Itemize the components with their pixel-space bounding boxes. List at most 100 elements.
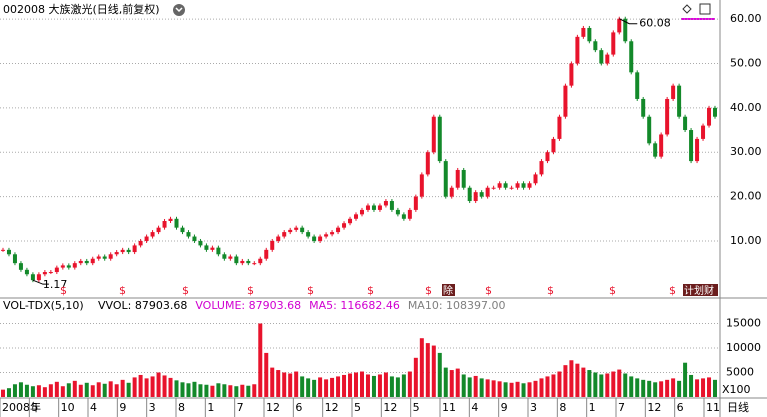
volume-bar bbox=[377, 374, 382, 397]
volume-bar bbox=[342, 374, 347, 397]
volume-bar bbox=[48, 384, 53, 397]
event-box bbox=[442, 284, 455, 296]
x-tick-label: 5 bbox=[31, 401, 38, 414]
volume-bar bbox=[354, 372, 359, 397]
candle bbox=[479, 192, 484, 197]
volume-bar bbox=[210, 385, 215, 397]
volume-bar bbox=[66, 383, 71, 397]
volume-bar bbox=[413, 357, 418, 397]
volume-bar bbox=[383, 372, 388, 397]
volume-bar bbox=[222, 384, 227, 397]
candle bbox=[593, 41, 598, 51]
candle bbox=[60, 265, 65, 268]
legend-item: VOLUME: 87903.68 bbox=[195, 299, 301, 312]
candle bbox=[102, 256, 107, 259]
candle bbox=[348, 218, 353, 224]
volume-bar bbox=[635, 378, 640, 397]
candle bbox=[677, 85, 682, 117]
volume-bar bbox=[204, 384, 209, 397]
volume-bar bbox=[168, 377, 173, 397]
candle bbox=[695, 138, 700, 162]
diamond-icon[interactable] bbox=[682, 4, 692, 14]
candle bbox=[659, 134, 664, 157]
volume-bar bbox=[557, 371, 562, 397]
candle bbox=[491, 187, 496, 189]
candle bbox=[389, 201, 394, 210]
candle bbox=[653, 143, 658, 157]
candle bbox=[617, 18, 622, 33]
candle bbox=[126, 249, 131, 253]
volume-bar bbox=[72, 380, 77, 397]
volume-bar bbox=[228, 385, 233, 397]
candle bbox=[90, 258, 95, 264]
volume-bar bbox=[701, 378, 706, 397]
event-marker: $ bbox=[485, 284, 492, 297]
candle bbox=[461, 169, 466, 188]
event-marker: $ bbox=[119, 284, 126, 297]
volume-bar bbox=[437, 352, 442, 397]
volume-bar bbox=[713, 379, 718, 397]
candle bbox=[377, 205, 382, 210]
candle bbox=[563, 85, 568, 117]
x-tick-label: 1 bbox=[207, 401, 214, 414]
volume-bar bbox=[78, 384, 83, 397]
volume-bar bbox=[240, 384, 245, 397]
chart-title: 002008 大族激光(日线,前复权) bbox=[3, 2, 160, 16]
candle bbox=[96, 256, 101, 259]
volume-bar bbox=[455, 368, 460, 397]
volume-bar bbox=[707, 377, 712, 397]
event-marker: $ bbox=[182, 284, 189, 297]
volume-bar bbox=[270, 367, 275, 397]
volume-bar bbox=[120, 379, 125, 397]
volume-bar bbox=[593, 372, 598, 397]
menu-chevron bbox=[175, 7, 183, 13]
y-tick-label: 50.00 bbox=[730, 56, 762, 69]
candle bbox=[515, 183, 520, 188]
y-tick-label: 10.00 bbox=[730, 234, 762, 247]
candle bbox=[545, 152, 550, 162]
volume-bar bbox=[198, 384, 203, 397]
volume-bar bbox=[365, 374, 370, 397]
candle bbox=[84, 260, 89, 264]
candle bbox=[156, 227, 161, 233]
panel-icon[interactable] bbox=[699, 3, 711, 15]
candle bbox=[569, 63, 574, 86]
candle bbox=[635, 72, 640, 99]
candle bbox=[401, 214, 406, 219]
volume-bar bbox=[90, 385, 95, 397]
candle bbox=[605, 54, 610, 64]
volume-bar bbox=[36, 385, 41, 397]
volume-bar bbox=[407, 371, 412, 397]
candle bbox=[533, 174, 538, 184]
candle bbox=[150, 232, 155, 237]
candle bbox=[665, 98, 670, 135]
volume-bar bbox=[60, 386, 65, 397]
period-label: 日线 bbox=[727, 400, 749, 414]
volume-bar bbox=[132, 377, 137, 397]
volume-bar bbox=[102, 383, 107, 397]
candle bbox=[713, 107, 718, 117]
x-tick-label: 8 bbox=[559, 401, 566, 414]
candle bbox=[437, 116, 442, 162]
indicator-name: VOL-TDX(5,10) bbox=[3, 299, 84, 312]
event-marker: $ bbox=[60, 284, 67, 297]
volume-bar bbox=[330, 377, 335, 397]
volume-bar bbox=[509, 382, 514, 397]
volume-bar bbox=[431, 345, 436, 397]
candle bbox=[270, 240, 275, 250]
volume-bar bbox=[150, 376, 155, 397]
volume-bar bbox=[276, 370, 281, 397]
candle bbox=[114, 252, 119, 255]
volume-bar bbox=[659, 381, 664, 397]
candle bbox=[18, 263, 23, 270]
candle bbox=[599, 50, 604, 64]
event-marker: $ bbox=[367, 284, 374, 297]
volume-bar bbox=[587, 370, 592, 397]
legend-item: MA5: 116682.46 bbox=[309, 299, 400, 312]
event-marker: $ bbox=[609, 284, 616, 297]
volume-bar bbox=[491, 380, 496, 397]
volume-bar bbox=[539, 378, 544, 397]
x-tick-label: 12 bbox=[325, 401, 339, 414]
candle bbox=[359, 209, 364, 215]
volume-bar bbox=[108, 381, 113, 397]
